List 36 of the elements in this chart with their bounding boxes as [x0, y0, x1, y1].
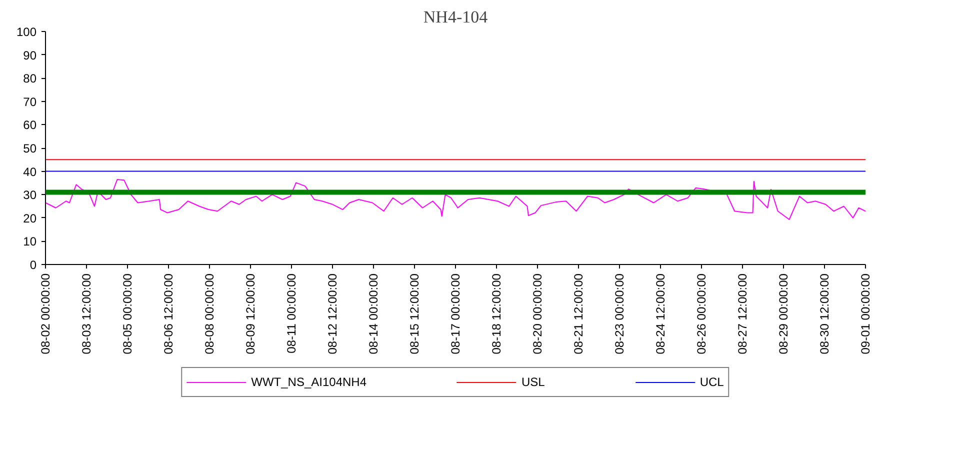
x-tick-label: 08-30 12:00:00	[818, 273, 832, 354]
x-tick-label: 08-24 12:00:00	[654, 273, 668, 354]
x-tick-label: 08-11 00:00:00	[284, 273, 298, 354]
x-tick-label: 08-29 00:00:00	[776, 273, 790, 354]
x-tick-label: 08-17 00:00:00	[448, 273, 462, 354]
x-tick-label: 08-08 00:00:00	[202, 273, 216, 354]
x-tick-label: 08-26 00:00:00	[694, 273, 708, 354]
y-tick-label: 70	[23, 94, 37, 109]
y-tick-label: 30	[23, 188, 37, 202]
x-tick-label: 08-21 12:00:00	[572, 273, 586, 354]
y-tick-label: 60	[23, 118, 37, 132]
x-tick-label: 08-09 12:00:00	[244, 273, 258, 354]
x-tick-label: 08-03 12:00:00	[80, 273, 94, 354]
legend-label: USL	[522, 375, 545, 389]
x-tick-label: 08-18 12:00:00	[490, 273, 504, 354]
x-tick-label: 08-02 00:00:00	[38, 273, 52, 354]
y-tick-label: 80	[23, 72, 37, 86]
x-tick-label: 08-23 00:00:00	[612, 273, 626, 354]
y-tick-label: 100	[16, 25, 37, 39]
x-tick-label: 08-06 12:00:00	[162, 273, 176, 354]
x-tick-label: 08-12 12:00:00	[326, 273, 340, 354]
x-tick-label: 09-01 00:00:00	[858, 273, 872, 354]
y-tick-label: 10	[23, 234, 37, 249]
y-tick-label: 20	[23, 211, 37, 226]
y-tick-label: 90	[23, 48, 37, 62]
legend-label: WWT_NS_AI104NH4	[251, 375, 367, 389]
chart-title: NH4-104	[423, 8, 488, 26]
y-tick-label: 40	[23, 164, 37, 179]
y-tick-label: 50	[23, 142, 37, 156]
x-tick-label: 08-15 12:00:00	[408, 273, 422, 354]
x-tick-label: 08-27 12:00:00	[736, 273, 750, 354]
x-tick-label: 08-05 00:00:00	[120, 273, 134, 354]
y-tick-label: 0	[30, 258, 37, 272]
x-tick-label: 08-20 00:00:00	[530, 273, 544, 354]
legend-label: UCL	[700, 375, 724, 389]
x-tick-label: 08-14 00:00:00	[366, 273, 380, 354]
